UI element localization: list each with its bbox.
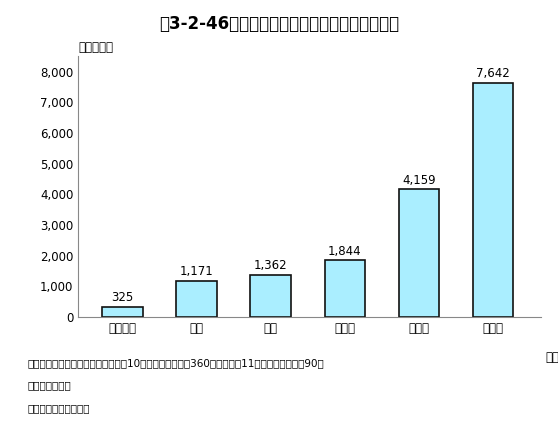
Text: 4,159: 4,159 (402, 174, 436, 187)
Bar (251, 275, 291, 317)
Bar (325, 260, 365, 317)
Bar (398, 189, 439, 317)
Text: 1,362: 1,362 (254, 260, 287, 273)
Text: 第3-2-46図　科学技術理解増進関連予算の推移: 第3-2-46図 科学技術理解増進関連予算の推移 (159, 15, 399, 33)
Text: （百万円）: （百万円） (78, 41, 113, 54)
Text: 円が充当）: 円が充当） (28, 381, 71, 391)
Text: 7,642: 7,642 (476, 67, 510, 80)
Text: 資料：科学技術庁調べ: 資料：科学技術庁調べ (28, 403, 90, 413)
Text: 注）当初予算ベース（この他、平成10年度補正予算で約360億円、平成11年度補正予算で約90億: 注）当初予算ベース（この他、平成10年度補正予算で約360億円、平成11年度補正… (28, 358, 325, 368)
Text: 1,844: 1,844 (328, 245, 362, 257)
Text: 325: 325 (112, 291, 134, 304)
Text: （年度）: （年度） (546, 351, 558, 364)
Text: 1,171: 1,171 (180, 265, 214, 278)
Bar (176, 281, 217, 317)
Bar (102, 307, 143, 317)
Bar (473, 83, 513, 317)
